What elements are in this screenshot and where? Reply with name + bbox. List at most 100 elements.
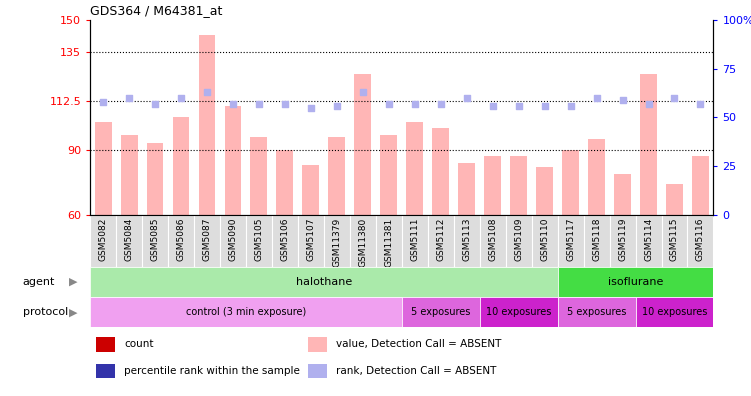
Point [97,99,109,105]
Point [617,97,629,103]
Bar [433,128,449,215]
Text: 5 exposures: 5 exposures [411,307,470,317]
Text: 5 exposures: 5 exposures [567,307,626,317]
Text: GSM5113: GSM5113 [462,217,471,261]
Text: protocol: protocol [23,307,68,317]
Text: halothane: halothane [296,277,352,287]
Text: 10 exposures: 10 exposures [486,307,551,317]
Bar [225,107,241,215]
FancyBboxPatch shape [324,215,350,267]
FancyBboxPatch shape [610,215,635,267]
Text: isoflurane: isoflurane [608,277,663,287]
Bar [309,364,327,378]
FancyBboxPatch shape [584,215,610,267]
FancyBboxPatch shape [402,215,428,267]
Bar [303,165,319,215]
Point [435,101,447,107]
FancyBboxPatch shape [116,215,142,267]
Bar [635,297,713,327]
Text: GDS364 / M64381_at: GDS364 / M64381_at [90,4,222,17]
Text: ▶: ▶ [69,307,78,317]
Text: GSM5082: GSM5082 [98,217,107,261]
Bar [510,156,527,215]
Bar [692,156,709,215]
Bar [276,150,294,215]
FancyBboxPatch shape [272,215,298,267]
Point [383,101,395,107]
Point [643,101,655,107]
Text: GSM5114: GSM5114 [644,217,653,261]
FancyBboxPatch shape [505,215,532,267]
FancyBboxPatch shape [480,215,505,267]
Text: GSM11379: GSM11379 [333,217,342,267]
Text: percentile rank within the sample: percentile rank within the sample [125,366,300,376]
Point [409,101,421,107]
Bar [406,122,424,215]
Text: GSM5118: GSM5118 [592,217,601,261]
Bar [95,122,112,215]
Bar [480,297,557,327]
Text: GSM5110: GSM5110 [540,217,549,261]
Bar [90,297,402,327]
Point [668,95,680,101]
Text: GSM5085: GSM5085 [150,217,159,261]
Text: GSM11380: GSM11380 [358,217,367,267]
Point [227,101,239,107]
Text: GSM5090: GSM5090 [228,217,237,261]
Text: GSM5117: GSM5117 [566,217,575,261]
Text: control (3 min exposure): control (3 min exposure) [185,307,306,317]
Point [201,89,213,95]
Point [513,103,525,109]
Text: GSM5107: GSM5107 [306,217,315,261]
Point [331,103,343,109]
Bar [536,167,553,215]
FancyBboxPatch shape [246,215,272,267]
Bar [562,150,579,215]
Point [279,101,291,107]
Text: ▶: ▶ [69,277,78,287]
FancyBboxPatch shape [194,215,220,267]
Point [590,95,602,101]
FancyBboxPatch shape [168,215,194,267]
Bar [146,143,164,215]
Text: rank, Detection Call = ABSENT: rank, Detection Call = ABSENT [336,366,496,376]
Point [253,101,265,107]
Bar [173,117,189,215]
FancyBboxPatch shape [454,215,480,267]
Text: GSM5111: GSM5111 [410,217,419,261]
Point [305,105,317,111]
FancyBboxPatch shape [662,215,687,267]
Point [460,95,472,101]
Text: GSM11381: GSM11381 [385,217,394,267]
FancyBboxPatch shape [635,215,662,267]
FancyBboxPatch shape [428,215,454,267]
FancyBboxPatch shape [350,215,376,267]
FancyBboxPatch shape [298,215,324,267]
Bar [198,35,216,215]
Text: GSM5112: GSM5112 [436,217,445,261]
Text: GSM5084: GSM5084 [125,217,134,261]
FancyBboxPatch shape [557,215,584,267]
Text: GSM5115: GSM5115 [670,217,679,261]
Point [123,95,135,101]
Bar [614,173,631,215]
Text: GSM5086: GSM5086 [176,217,185,261]
FancyBboxPatch shape [376,215,402,267]
Text: GSM5087: GSM5087 [203,217,212,261]
Bar [354,74,371,215]
Bar [380,135,397,215]
Text: GSM5106: GSM5106 [280,217,289,261]
Bar [588,139,605,215]
Bar [484,156,501,215]
Bar [557,297,635,327]
Text: GSM5119: GSM5119 [618,217,627,261]
Point [538,103,550,109]
Text: GSM5116: GSM5116 [696,217,705,261]
Bar [640,74,657,215]
Point [149,101,161,107]
Point [565,103,577,109]
Text: value, Detection Call = ABSENT: value, Detection Call = ABSENT [336,339,502,349]
Text: count: count [125,339,154,349]
Bar [557,267,713,297]
Text: GSM5108: GSM5108 [488,217,497,261]
